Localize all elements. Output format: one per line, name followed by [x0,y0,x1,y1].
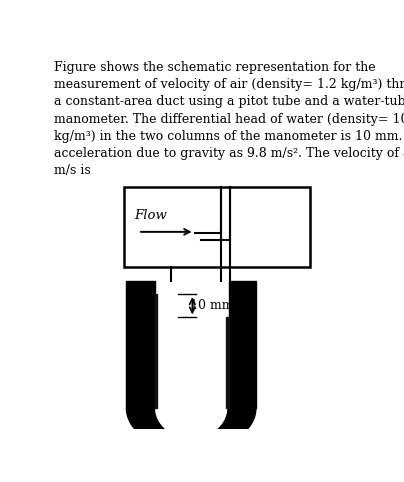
Polygon shape [226,317,229,408]
Polygon shape [126,281,155,408]
Text: Flow: Flow [134,209,167,222]
Text: 10 mm: 10 mm [190,299,234,312]
Polygon shape [229,281,256,408]
Polygon shape [155,294,158,408]
Polygon shape [126,408,256,451]
Text: Figure shows the schematic representation for the
measurement of velocity of air: Figure shows the schematic representatio… [55,61,404,177]
Bar [124,187,310,268]
